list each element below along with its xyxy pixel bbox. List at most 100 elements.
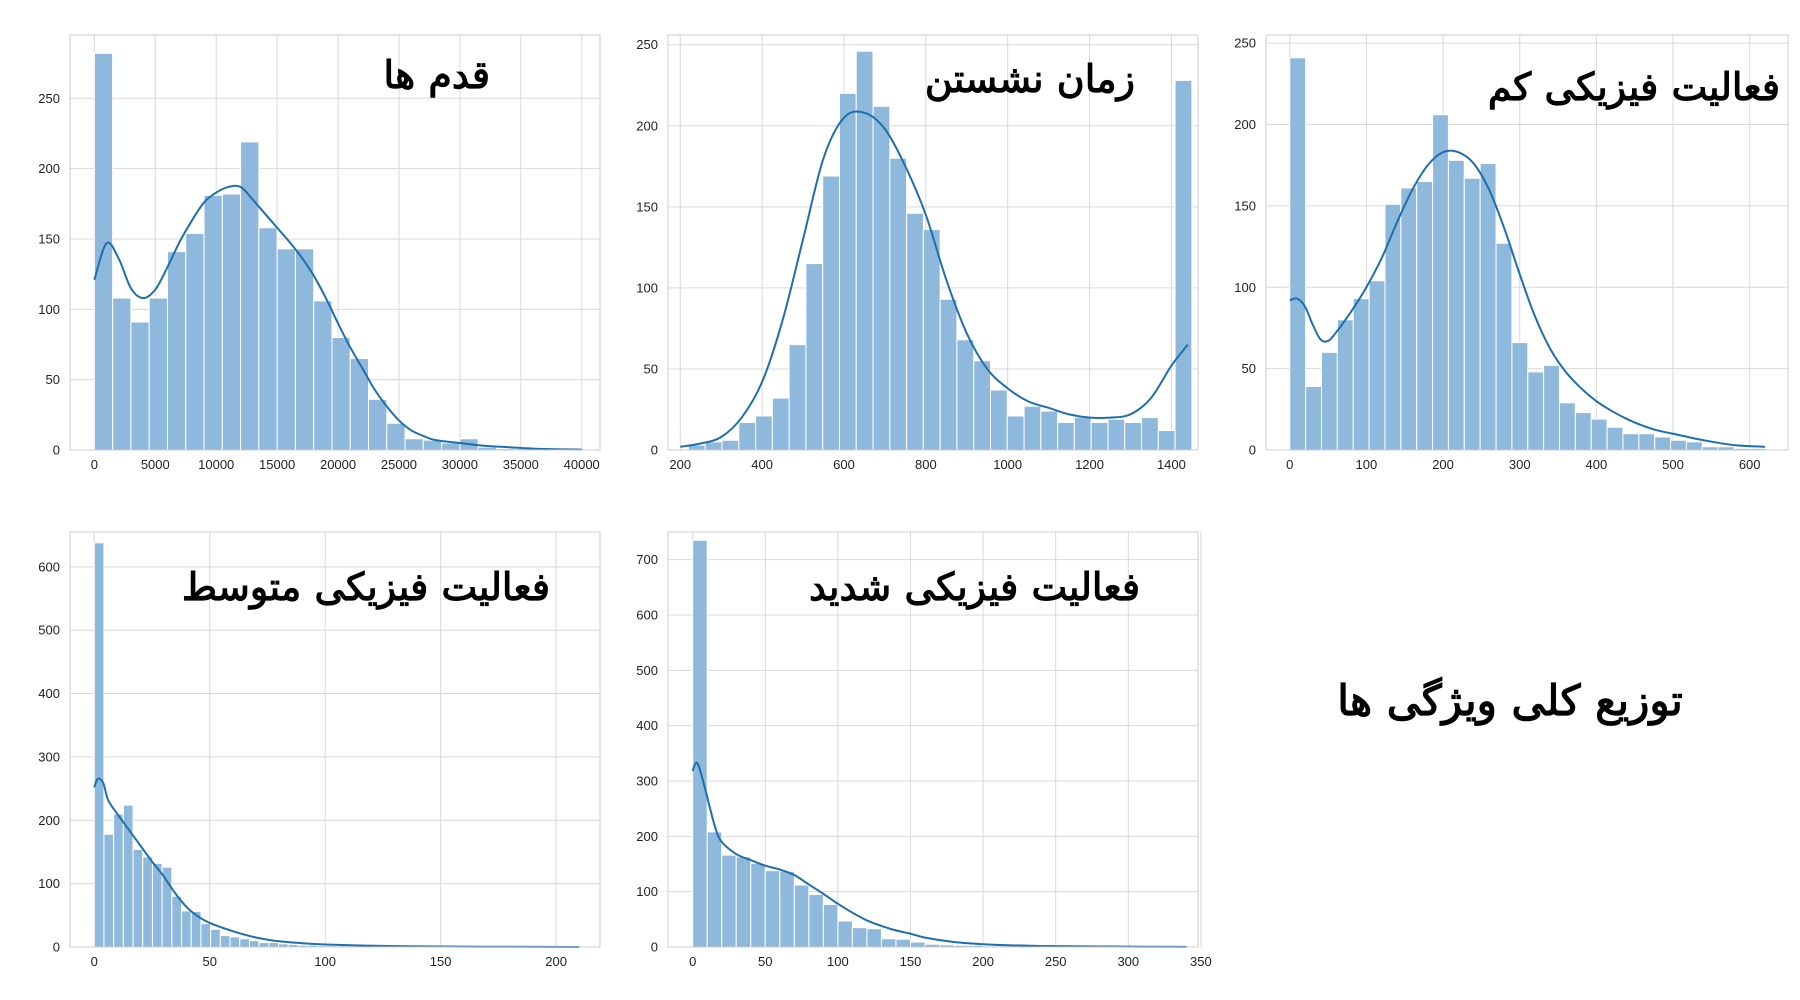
histogram-bar <box>1321 351 1338 451</box>
histogram-bar <box>1543 364 1561 451</box>
histogram-bar <box>721 439 740 451</box>
y-tick-label: 0 <box>651 940 658 955</box>
axes-frame <box>667 531 1199 948</box>
x-tick-label: 0 <box>1286 457 1293 472</box>
histogram-bar <box>103 833 115 948</box>
histogram-panel: 0 100 200 300 400 500 600 700 0 50 100 150 200 250 300… <box>636 531 1212 969</box>
y-tick-label: 150 <box>1234 198 1256 213</box>
histogram-bar <box>258 227 278 451</box>
histogram-bar <box>441 442 461 451</box>
histogram-bar <box>1305 386 1323 451</box>
x-tick-label: 600 <box>1739 457 1761 472</box>
histogram-bar <box>113 813 124 948</box>
histogram-bar <box>258 942 270 948</box>
histogram-bar <box>922 229 941 451</box>
y-tick-label: 600 <box>38 559 60 574</box>
histogram-bar <box>738 421 757 451</box>
histogram-bar <box>973 360 991 451</box>
histogram-bar <box>1073 417 1092 451</box>
histogram-bar <box>793 884 810 948</box>
x-tick-label: 200 <box>972 954 994 969</box>
y-tick-label: 50 <box>644 361 658 376</box>
histogram-bar <box>939 298 958 451</box>
histogram-bar <box>229 936 241 948</box>
x-tick-label: 1000 <box>993 457 1022 472</box>
histogram-bar <box>142 856 153 948</box>
y-tick-label: 0 <box>1249 443 1256 458</box>
x-tick-label: 200 <box>669 457 691 472</box>
histogram-bar <box>692 539 708 948</box>
histogram-bar <box>203 194 223 451</box>
histogram-bar <box>909 941 926 948</box>
y-tick-label: 200 <box>1234 117 1256 132</box>
x-tick-label: 300 <box>1117 954 1139 969</box>
histogram-bar <box>808 893 824 948</box>
y-tick-label: 0 <box>53 443 60 458</box>
histogram-bar <box>1479 163 1497 451</box>
y-tick-label: 300 <box>636 774 658 789</box>
histogram-bar <box>171 895 183 948</box>
figure-main-title: توزیع کلی ویژگی ها <box>1337 676 1683 726</box>
x-tick-label: 1200 <box>1075 457 1104 472</box>
kde-curve <box>1289 149 1766 448</box>
histogram-bar <box>1141 417 1159 451</box>
y-tick-label: 400 <box>636 718 658 733</box>
axes-frame <box>1265 34 1789 451</box>
histogram-bar <box>755 415 773 451</box>
histogram-bar <box>368 398 388 451</box>
histogram-bar <box>990 389 1008 451</box>
histogram-panel: 0 50 100 150 200 250 200 400 600 800 1000 1200 1400 ز… <box>636 34 1199 472</box>
histogram-bar <box>294 248 315 451</box>
x-tick-label: 35000 <box>503 457 539 472</box>
histogram-bar <box>956 339 975 451</box>
x-tick-label: 400 <box>751 457 773 472</box>
x-tick-label: 15000 <box>259 457 295 472</box>
histogram-bar <box>1352 298 1370 451</box>
histogram-bar <box>706 831 723 948</box>
histogram-bar <box>148 297 168 451</box>
histogram-bar <box>219 935 231 948</box>
histogram-bar <box>1527 371 1545 451</box>
histogram-bar <box>837 920 853 948</box>
y-tick-label: 0 <box>651 443 658 458</box>
x-tick-label: 1400 <box>1157 457 1186 472</box>
histogram-bar <box>349 358 370 451</box>
kde-curve <box>691 761 1187 948</box>
x-tick-label: 150 <box>430 954 452 969</box>
histogram-bar <box>1057 421 1075 451</box>
y-tick-label: 150 <box>38 231 60 246</box>
y-tick-label: 50 <box>46 372 60 387</box>
x-tick-label: 25000 <box>381 457 417 472</box>
histogram-bar <box>735 856 752 948</box>
y-tick-label: 700 <box>636 552 658 567</box>
kde-curve <box>93 777 580 948</box>
histogram-bar <box>1416 180 1434 451</box>
y-tick-label: 200 <box>636 829 658 844</box>
y-tick-label: 600 <box>636 608 658 623</box>
histogram-bar <box>112 297 132 451</box>
histogram-bar <box>200 923 212 948</box>
histogram-bar <box>313 300 333 451</box>
x-tick-label: 20000 <box>320 457 356 472</box>
y-tick-label: 0 <box>53 940 60 955</box>
histogram-bar <box>1174 79 1193 451</box>
histogram-bar <box>822 175 840 451</box>
histogram-bar <box>166 251 187 451</box>
histogram-bar <box>1574 412 1592 451</box>
x-tick-label: 150 <box>900 954 922 969</box>
histogram-bar <box>1495 242 1513 451</box>
x-tick-label: 100 <box>1356 457 1378 472</box>
histogram-bar <box>1368 280 1386 451</box>
histogram-bar <box>1157 430 1176 451</box>
axes-frame <box>69 34 601 451</box>
histogram-bar <box>1606 426 1624 451</box>
y-tick-label: 100 <box>38 876 60 891</box>
y-tick-label: 500 <box>38 623 60 638</box>
x-tick-label: 200 <box>1432 457 1454 472</box>
histogram-bar <box>404 438 424 451</box>
histogram-bar <box>764 870 781 948</box>
histogram-panel: 0 100 200 300 400 500 600 0 50 100 150 200 فعالیت فی… <box>38 531 601 969</box>
x-tick-label: 10000 <box>198 457 234 472</box>
y-tick-label: 300 <box>38 749 60 764</box>
x-tick-label: 400 <box>1586 457 1608 472</box>
